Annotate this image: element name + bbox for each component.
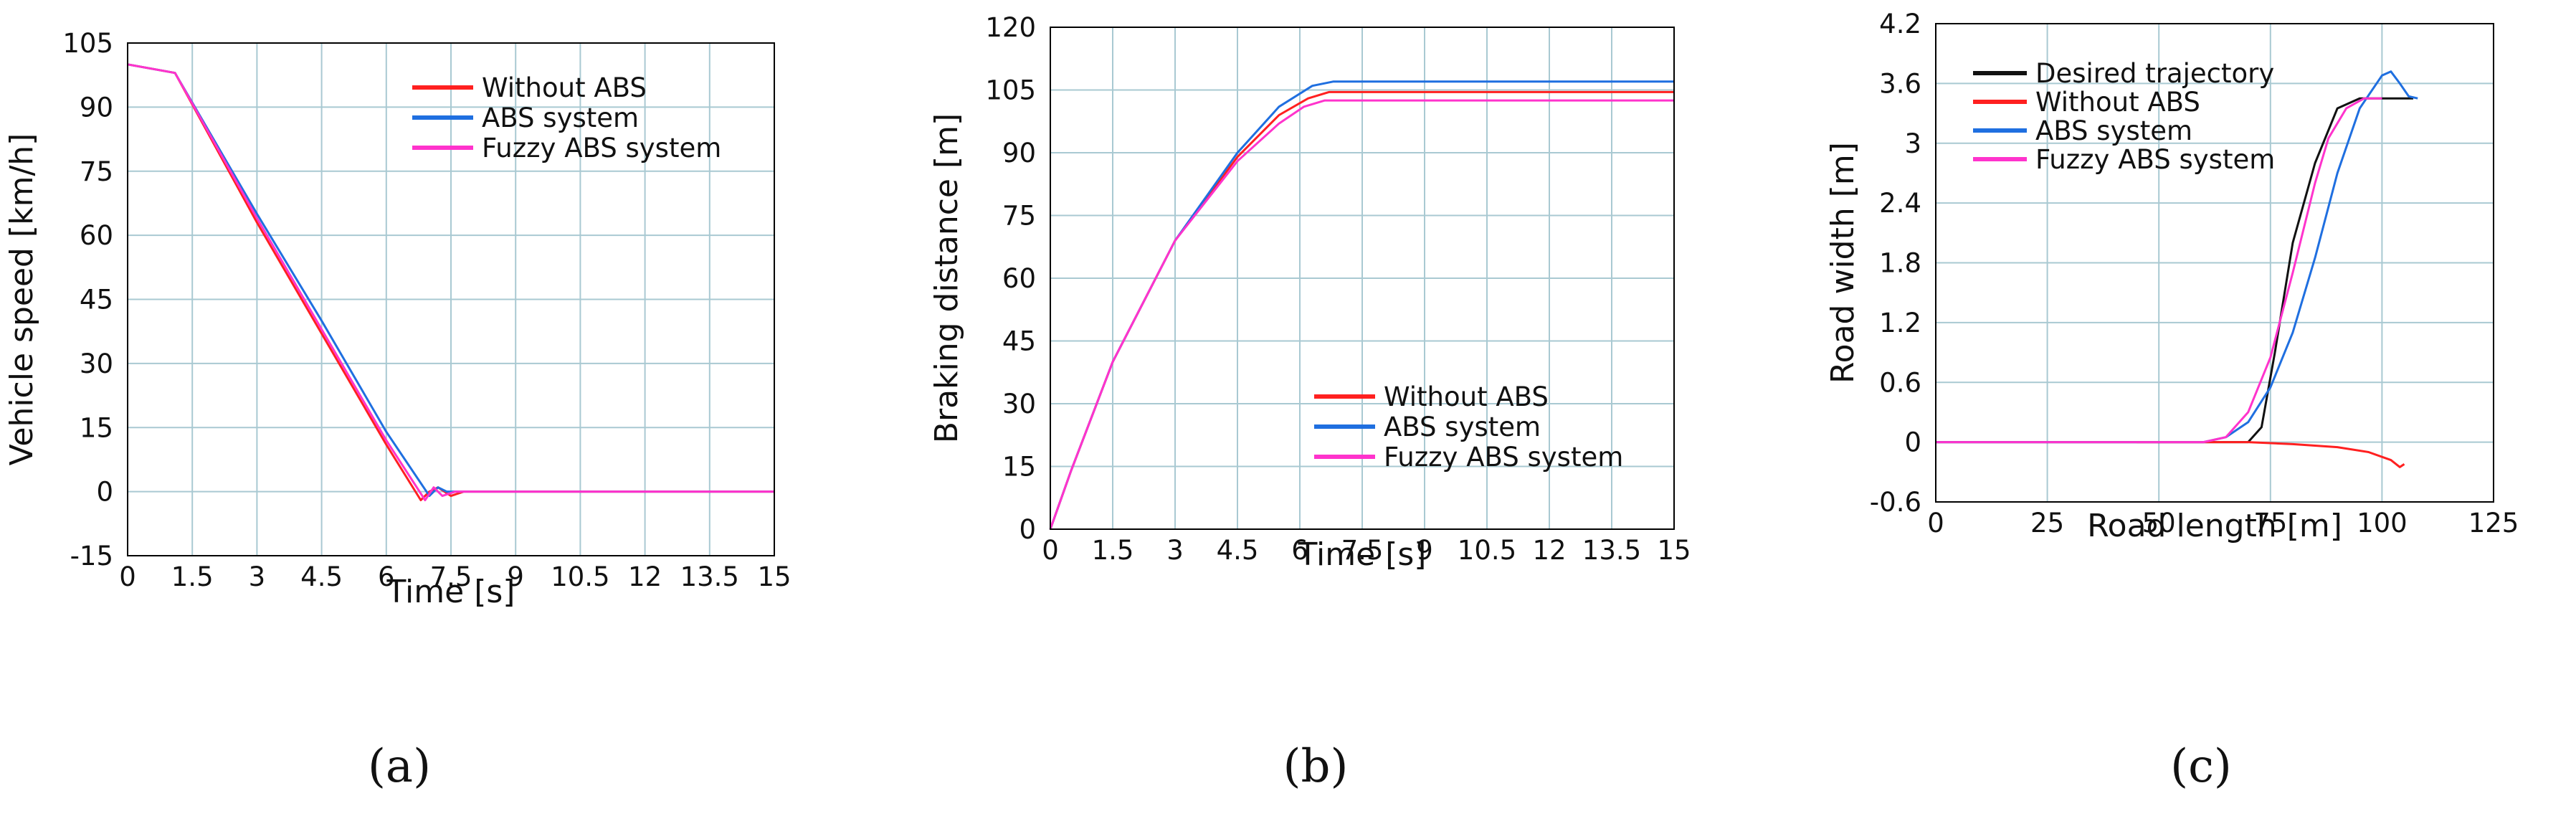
y-tick-label: 45 xyxy=(1002,326,1036,357)
legend-entry: ABS system xyxy=(1384,412,1541,442)
legend-entry: Without ABS xyxy=(1384,381,1549,412)
y-tick-label: 0 xyxy=(1019,514,1036,545)
y-axis-label: Road width [m] xyxy=(1825,142,1861,384)
series-line-fuzzy-abs-system xyxy=(127,63,774,501)
plot-frame xyxy=(1050,27,1675,530)
x-tick-label: 13.5 xyxy=(680,561,739,592)
y-tick-label: 105 xyxy=(985,75,1036,106)
y-tick-label: 3.6 xyxy=(1879,68,1921,99)
x-tick-label: 0 xyxy=(1042,535,1059,566)
y-tick-label: 60 xyxy=(80,220,113,251)
y-tick-label: 1.2 xyxy=(1879,308,1921,338)
series-line-without-abs xyxy=(2137,441,2405,468)
y-axis-label: Vehicle speed [km/h] xyxy=(4,133,40,466)
legend-entry: ABS system xyxy=(482,103,639,133)
legend-entry: Without ABS xyxy=(2035,87,2200,118)
plot-frame xyxy=(1935,23,2494,503)
x-tick-label: 3 xyxy=(1166,535,1184,566)
x-tick-label: 6 xyxy=(378,561,395,592)
x-tick-label: 0 xyxy=(119,561,136,592)
y-tick-label: 90 xyxy=(80,92,113,123)
y-tick-label: 45 xyxy=(80,285,113,316)
x-tick-label: 4.5 xyxy=(1217,535,1259,566)
panel-label: (a) xyxy=(368,740,431,793)
series-line-fuzzy-abs-system xyxy=(1049,99,1674,530)
y-tick-label: 75 xyxy=(80,156,113,187)
legend-entry: ABS system xyxy=(2035,115,2192,146)
y-tick-label: 60 xyxy=(1002,263,1036,294)
x-tick-label: 7.5 xyxy=(1341,535,1384,566)
y-tick-label: 0.6 xyxy=(1879,367,1921,398)
y-tick-label: 30 xyxy=(80,348,113,379)
x-tick-label: 1.5 xyxy=(1092,535,1134,566)
x-tick-label: 50 xyxy=(2142,508,2176,539)
x-tick-label: 10.5 xyxy=(1458,535,1516,566)
x-axis-label: Time [s] xyxy=(386,574,515,610)
series-line-without-abs xyxy=(127,63,774,501)
y-tick-label: 0 xyxy=(96,477,113,508)
x-tick-label: 0 xyxy=(1927,508,1944,539)
chart-panel-1: 0 1.5 3 4.5 6 7.5 9 10.5 12 13.5 15-15015304560759… xyxy=(4,28,792,793)
x-tick-label: 7.5 xyxy=(430,561,472,592)
x-tick-label: 3 xyxy=(249,561,266,592)
y-tick-label: 105 xyxy=(62,28,113,59)
x-tick-label: 100 xyxy=(2357,508,2408,539)
x-tick-label: 12 xyxy=(628,561,662,592)
x-tick-label: 15 xyxy=(757,561,791,592)
x-tick-label: 6 xyxy=(1291,535,1308,566)
x-tick-label: 75 xyxy=(2253,508,2287,539)
x-tick-label: 9 xyxy=(507,561,524,592)
panel-label: (b) xyxy=(1283,740,1349,793)
y-tick-label: 90 xyxy=(1002,138,1036,169)
y-tick-label: 2.4 xyxy=(1879,188,1921,219)
x-axis-label: Road length [m] xyxy=(2087,508,2342,544)
series-line-fuzzy-abs-system xyxy=(1936,97,2382,444)
chart-panel-3: 0 25 50 75 100 125-0.600.61.21.82.433.64.2Roa… xyxy=(1825,9,2519,793)
series-line-abs-system xyxy=(1936,70,2418,444)
y-tick-label: 3 xyxy=(1904,128,1921,159)
x-tick-label: 15 xyxy=(1657,535,1691,566)
plot-frame xyxy=(127,42,775,556)
x-tick-label: 10.5 xyxy=(551,561,609,592)
y-tick-label: 0 xyxy=(1904,427,1921,458)
y-tick-label: -0.6 xyxy=(1870,487,1921,518)
y-tick-label: 4.2 xyxy=(1879,9,1921,39)
legend-entry: Desired trajectory xyxy=(2035,58,2274,89)
legend-entry: Fuzzy ABS system xyxy=(482,133,721,163)
x-tick-label: 13.5 xyxy=(1582,535,1641,566)
y-tick-label: 1.8 xyxy=(1879,248,1921,279)
x-tick-label: 1.5 xyxy=(171,561,214,592)
y-tick-label: -15 xyxy=(70,541,113,571)
y-axis-label: Braking distance [m] xyxy=(928,113,965,443)
legend-entry: Fuzzy ABS system xyxy=(1384,442,1623,473)
x-tick-label: 125 xyxy=(2468,508,2519,539)
y-tick-label: 75 xyxy=(1002,201,1036,232)
y-tick-label: 15 xyxy=(1002,452,1036,483)
x-tick-label: 12 xyxy=(1532,535,1566,566)
x-tick-label: 25 xyxy=(2030,508,2064,539)
legend-entry: Without ABS xyxy=(482,72,647,103)
y-tick-label: 15 xyxy=(80,412,113,443)
x-axis-label: Time [s] xyxy=(1298,536,1427,573)
x-tick-label: 9 xyxy=(1416,535,1433,566)
x-tick-label: 4.5 xyxy=(300,561,343,592)
chart-panel-2: 0 1.5 3 4.5 6 7.5 9 10.5 12 13.5 15 0 15 30 45 60 75 90 10… xyxy=(928,12,1691,793)
y-tick-label: 120 xyxy=(985,12,1036,43)
legend-entry: Fuzzy ABS system xyxy=(2035,144,2275,175)
panel-label: (c) xyxy=(2170,740,2232,793)
y-tick-label: 30 xyxy=(1002,389,1036,419)
